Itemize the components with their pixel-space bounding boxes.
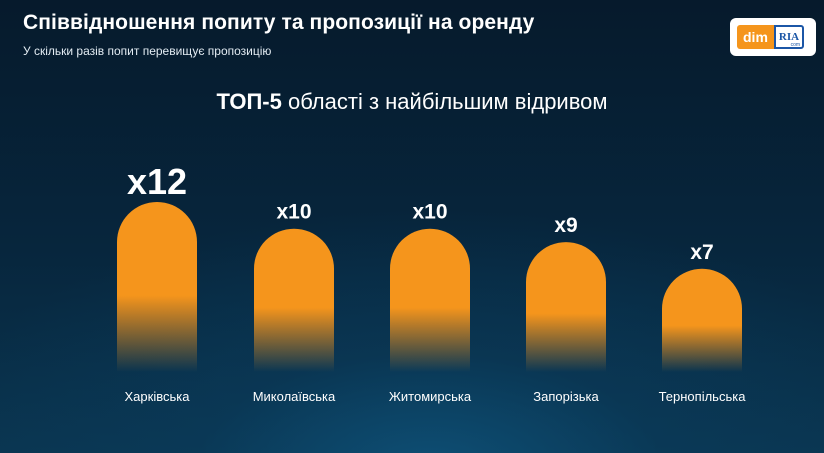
data-label-5: x7 xyxy=(690,241,713,264)
page-title: Співвідношення попиту та пропозиції на о… xyxy=(23,11,535,34)
chart-title-rest: області з найбільшим відривом xyxy=(281,89,608,114)
chart-title: ТОП-5 області з найбільшим відривом xyxy=(0,89,824,115)
bar-2 xyxy=(254,228,334,372)
bar-3 xyxy=(390,228,470,372)
page-subtitle: У скільки разів попит перевищує пропозиц… xyxy=(23,44,272,58)
logo-ria-text: RIA com xyxy=(773,25,805,49)
logo-dim-text: dim xyxy=(737,25,774,49)
logo-ria-label: RIA xyxy=(778,31,800,43)
category-label-3: Житомирська xyxy=(389,389,472,404)
data-label-3: x10 xyxy=(412,201,447,224)
logo-com-text: com xyxy=(790,42,801,48)
dimria-logo[interactable]: dim RIA com xyxy=(730,18,816,56)
data-label-2: x10 xyxy=(276,201,311,224)
bar-1 xyxy=(117,202,197,372)
category-label-2: Миколаївська xyxy=(253,389,336,404)
bar-group: x12 Харківська x10 Миколаївська x10 Житомирсь… xyxy=(117,161,746,404)
category-label-4: Запорізька xyxy=(533,389,599,404)
data-label-4: x9 xyxy=(554,214,577,237)
category-label-1: Харківська xyxy=(125,389,191,404)
chart-title-bold: ТОП-5 xyxy=(216,89,282,114)
bar-5 xyxy=(662,268,742,372)
data-label-1: x12 xyxy=(127,161,187,202)
category-label-5: Тернопільська xyxy=(659,389,747,404)
bar-4 xyxy=(526,242,606,372)
